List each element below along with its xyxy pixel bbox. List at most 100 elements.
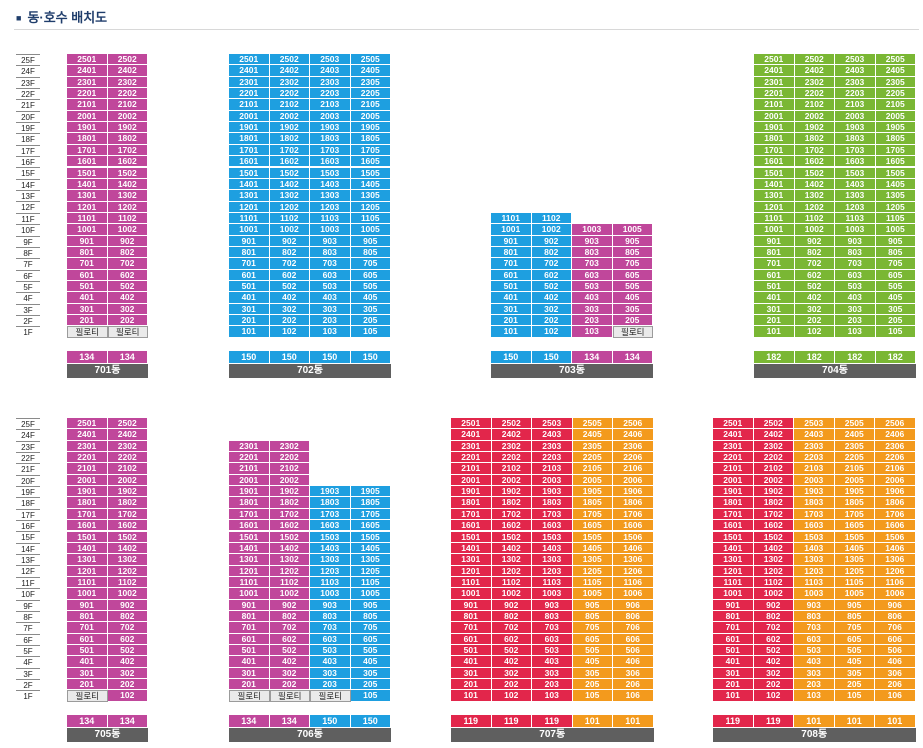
unit-cell[interactable]: 1503 bbox=[532, 531, 573, 543]
unit-cell[interactable]: 902 bbox=[531, 235, 572, 247]
unit-cell[interactable]: 202 bbox=[269, 315, 310, 327]
unit-cell[interactable]: 1802 bbox=[794, 133, 835, 145]
unit-cell[interactable]: 605 bbox=[834, 633, 875, 645]
unit-cell[interactable]: 1402 bbox=[107, 542, 148, 555]
unit-cell[interactable]: 1701 bbox=[229, 144, 270, 157]
unit-cell[interactable]: 705 bbox=[612, 258, 653, 270]
unit-cell[interactable]: 203 bbox=[532, 679, 573, 691]
unit-cell[interactable]: 1601 bbox=[713, 520, 754, 532]
unit-cell[interactable]: 403 bbox=[310, 656, 351, 668]
unit-cell[interactable]: 1006 bbox=[613, 588, 654, 600]
unit-cell[interactable]: 1003 bbox=[310, 588, 351, 600]
unit-cell[interactable]: 1303 bbox=[835, 190, 876, 202]
unit-cell[interactable]: 2201 bbox=[451, 452, 492, 464]
unit-cell[interactable]: 1503 bbox=[794, 531, 835, 543]
unit-cell[interactable]: 1001 bbox=[67, 588, 108, 600]
unit-cell[interactable]: 505 bbox=[834, 645, 875, 657]
unit-cell[interactable]: 1603 bbox=[310, 156, 351, 168]
unit-cell[interactable]: 603 bbox=[794, 633, 835, 645]
unit-cell[interactable]: 2105 bbox=[875, 99, 916, 111]
unit-cell[interactable]: 1302 bbox=[753, 554, 794, 566]
unit-cell[interactable]: 405 bbox=[875, 292, 916, 304]
unit-cell[interactable]: 1803 bbox=[835, 133, 876, 145]
unit-cell[interactable]: 1102 bbox=[753, 576, 794, 589]
unit-cell[interactable]: 105 bbox=[834, 690, 875, 702]
unit-cell[interactable]: 801 bbox=[67, 610, 108, 623]
unit-cell[interactable]: 1303 bbox=[310, 190, 351, 202]
unit-cell[interactable]: 203 bbox=[794, 679, 835, 691]
unit-cell[interactable]: 701 bbox=[229, 622, 270, 634]
unit-cell[interactable]: 2505 bbox=[875, 54, 916, 66]
unit-cell[interactable]: 306 bbox=[613, 667, 654, 680]
unit-cell[interactable]: 302 bbox=[531, 303, 572, 316]
unit-cell[interactable]: 2001 bbox=[67, 474, 108, 487]
unit-cell[interactable]: 1403 bbox=[835, 178, 876, 191]
unit-cell[interactable]: 1101 bbox=[451, 576, 492, 589]
unit-cell[interactable]: 1301 bbox=[754, 190, 795, 202]
unit-cell[interactable]: 801 bbox=[713, 610, 754, 623]
unit-cell[interactable]: 1801 bbox=[67, 497, 108, 509]
unit-cell[interactable]: 402 bbox=[491, 656, 532, 668]
unit-cell[interactable]: 1105 bbox=[834, 576, 875, 589]
unit-cell[interactable]: 705 bbox=[834, 622, 875, 634]
unit-cell[interactable]: 601 bbox=[67, 633, 108, 645]
unit-cell[interactable]: 2405 bbox=[875, 65, 916, 77]
unit-cell[interactable]: 1801 bbox=[229, 497, 270, 509]
unit-cell[interactable]: 2303 bbox=[532, 440, 573, 453]
unit-cell[interactable]: 1205 bbox=[834, 565, 875, 577]
unit-cell[interactable]: 1101 bbox=[754, 212, 795, 225]
unit-cell[interactable]: 403 bbox=[310, 292, 351, 304]
unit-cell[interactable]: 1402 bbox=[794, 178, 835, 191]
unit-cell[interactable]: 2205 bbox=[350, 88, 391, 100]
unit-cell[interactable]: 2405 bbox=[834, 429, 875, 441]
unit-cell[interactable]: 1806 bbox=[875, 497, 916, 509]
unit-cell[interactable]: 1505 bbox=[572, 531, 613, 543]
unit-cell[interactable]: 2403 bbox=[532, 429, 573, 441]
unit-cell[interactable]: 2501 bbox=[713, 418, 754, 430]
unit-cell[interactable]: 2105 bbox=[834, 463, 875, 475]
unit-cell[interactable]: 1305 bbox=[834, 554, 875, 566]
unit-cell[interactable]: 1302 bbox=[269, 190, 310, 202]
unit-cell[interactable]: 602 bbox=[794, 269, 835, 281]
unit-cell[interactable]: 201 bbox=[229, 315, 270, 327]
unit-cell[interactable]: 1705 bbox=[834, 508, 875, 521]
unit-cell[interactable]: 2102 bbox=[491, 463, 532, 475]
unit-cell[interactable]: 1902 bbox=[107, 486, 148, 498]
unit-cell[interactable]: 605 bbox=[572, 633, 613, 645]
unit-cell[interactable]: 401 bbox=[229, 292, 270, 304]
unit-cell[interactable]: 901 bbox=[713, 599, 754, 611]
unit-cell[interactable]: 1502 bbox=[491, 531, 532, 543]
unit-cell[interactable]: 702 bbox=[491, 622, 532, 634]
unit-cell[interactable]: 2202 bbox=[107, 88, 148, 100]
unit-cell[interactable]: 2303 bbox=[794, 440, 835, 453]
unit-cell[interactable]: 1101 bbox=[67, 212, 108, 225]
unit-cell[interactable]: 102 bbox=[491, 690, 532, 702]
unit-cell[interactable]: 2402 bbox=[269, 65, 310, 77]
unit-cell[interactable]: 301 bbox=[491, 303, 532, 316]
unit-cell[interactable]: 1606 bbox=[875, 520, 916, 532]
unit-cell[interactable]: 1502 bbox=[753, 531, 794, 543]
unit-cell[interactable]: 902 bbox=[269, 599, 310, 611]
unit-cell[interactable]: 306 bbox=[875, 667, 916, 680]
unit-cell[interactable]: 303 bbox=[310, 303, 351, 316]
unit-cell[interactable]: 1401 bbox=[67, 178, 108, 191]
unit-cell[interactable]: 1001 bbox=[229, 588, 270, 600]
unit-cell[interactable]: 1402 bbox=[269, 542, 310, 555]
unit-cell[interactable]: 2406 bbox=[875, 429, 916, 441]
unit-cell[interactable]: 901 bbox=[229, 235, 270, 247]
unit-cell[interactable]: 2301 bbox=[713, 440, 754, 453]
unit-cell[interactable]: 1005 bbox=[350, 588, 391, 600]
unit-cell[interactable]: 1201 bbox=[713, 565, 754, 577]
unit-cell[interactable]: 802 bbox=[269, 246, 310, 259]
unit-cell[interactable]: 1106 bbox=[875, 576, 916, 589]
unit-cell[interactable]: 2203 bbox=[532, 452, 573, 464]
unit-cell[interactable]: 2301 bbox=[229, 76, 270, 89]
unit-cell[interactable]: 305 bbox=[350, 303, 391, 316]
unit-cell[interactable]: 1203 bbox=[310, 565, 351, 577]
unit-cell[interactable]: 105 bbox=[350, 690, 391, 702]
unit-cell[interactable]: 702 bbox=[753, 622, 794, 634]
unit-cell[interactable]: 501 bbox=[754, 281, 795, 293]
unit-cell[interactable]: 602 bbox=[491, 633, 532, 645]
unit-cell[interactable]: 202 bbox=[269, 679, 310, 691]
unit-cell[interactable]: 706 bbox=[613, 622, 654, 634]
